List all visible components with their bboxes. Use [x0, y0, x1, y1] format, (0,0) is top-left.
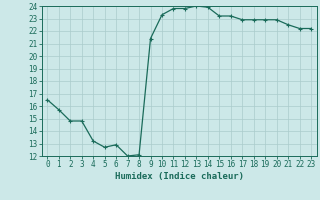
X-axis label: Humidex (Indice chaleur): Humidex (Indice chaleur)	[115, 172, 244, 181]
